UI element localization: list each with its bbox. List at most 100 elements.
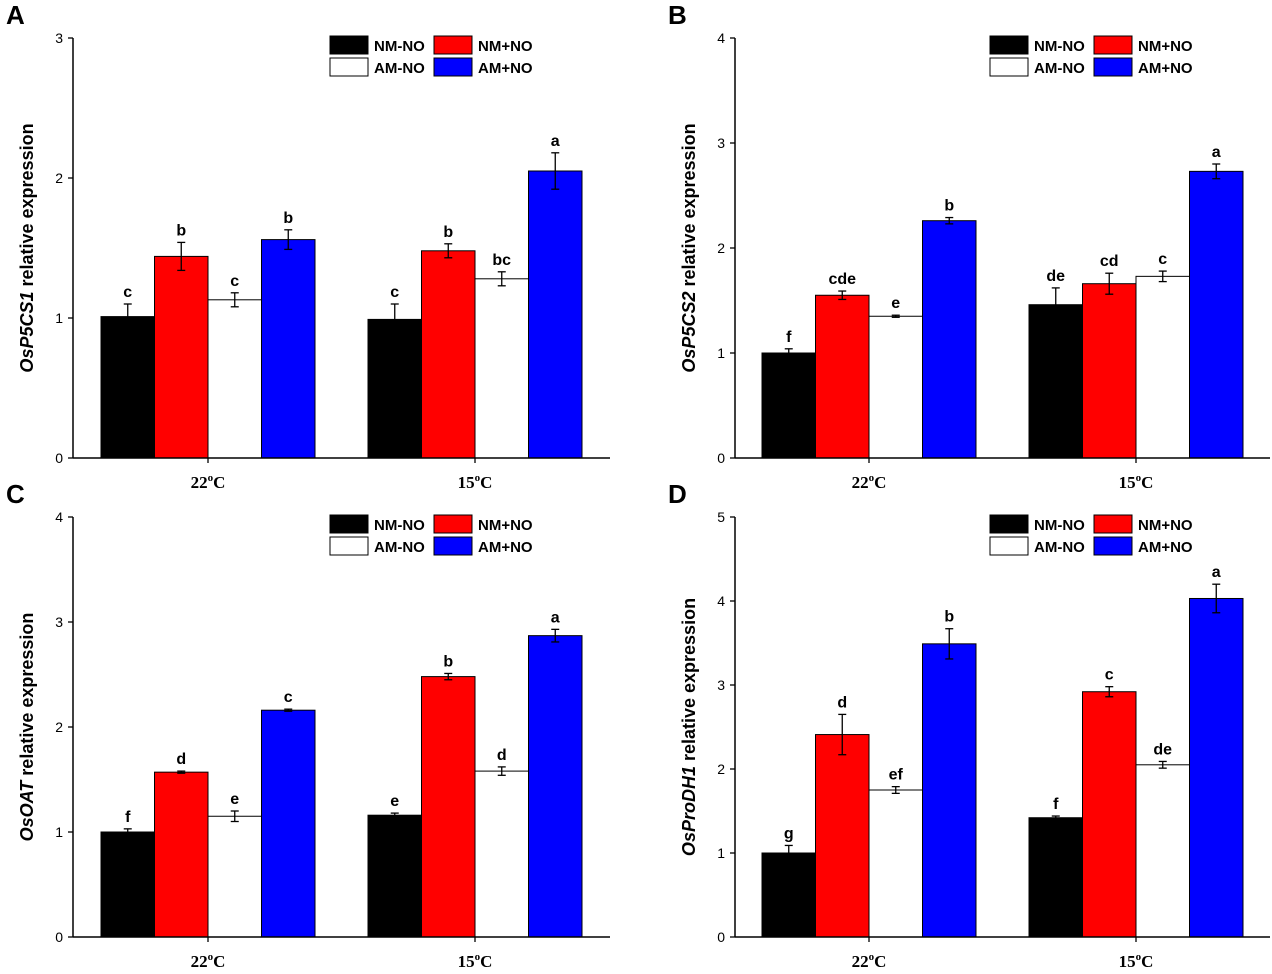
y-tick-label: 2	[55, 719, 63, 735]
legend-label-AM+NO: AM+NO	[1138, 539, 1193, 556]
bar-NM+NO-15	[421, 250, 476, 459]
legend-swatch-AM+NO	[1093, 536, 1133, 556]
bar-AM+NO-15	[528, 635, 583, 938]
y-axis-label-suffix: relative expression	[17, 613, 37, 781]
panel-C: C OsOAT relative expression f e d b e d c a 0 1 2 3 4 2…	[6, 479, 610, 971]
legend-swatch-NM-NO	[329, 35, 369, 55]
legend-label-NM+NO: NM+NO	[478, 38, 533, 55]
error-bar	[177, 770, 186, 774]
y-tick-label: 0	[717, 929, 725, 945]
category-base: 15	[1119, 473, 1136, 492]
error-bar	[123, 303, 132, 330]
legend-swatch-NM+NO	[433, 514, 473, 534]
gene-name: OsP5CS1	[17, 292, 37, 373]
legend-swatch-AM-NO	[989, 57, 1029, 77]
legend-swatch-AM+NO	[1093, 57, 1133, 77]
significance-letter: c	[1158, 251, 1167, 268]
significance-letter: c	[390, 284, 399, 301]
bar-AM-NO-22	[868, 315, 923, 459]
legend-label-AM-NO: AM-NO	[1034, 60, 1085, 77]
error-bar	[230, 810, 239, 823]
significance-letter: e	[390, 793, 399, 810]
legend: NM-NO NM+NO AM-NO AM+NO	[329, 514, 533, 556]
error-bar	[1212, 583, 1221, 614]
significance-letter: a	[551, 133, 560, 150]
legend-swatch-NM+NO	[1093, 514, 1133, 534]
bar-NM-NO-15	[1028, 304, 1083, 459]
y-axis-label-suffix: relative expression	[679, 123, 699, 291]
legend-swatch-AM-NO	[329, 536, 369, 556]
category-sup: o	[475, 472, 481, 484]
category-unit: C	[874, 473, 886, 492]
bar-NM-NO-22	[761, 852, 816, 938]
legend-swatch-AM-NO	[329, 57, 369, 77]
error-bar	[551, 628, 560, 643]
bar-NM+NO-22	[154, 771, 209, 938]
significance-letter: e	[891, 295, 900, 312]
panel-letter: B	[668, 0, 687, 30]
category-base: 15	[458, 473, 475, 492]
legend-label-NM-NO: NM-NO	[374, 38, 425, 55]
significance-letter: c	[123, 284, 132, 301]
x-tick-label: 15oC	[1119, 472, 1154, 492]
significance-letter: a	[1212, 564, 1221, 581]
y-tick-label: 0	[55, 929, 63, 945]
category-base: 22	[852, 952, 869, 971]
legend-swatch-NM-NO	[329, 514, 369, 534]
bar-AM+NO-22	[922, 220, 977, 459]
y-tick-label: 1	[717, 345, 725, 361]
bar-NM+NO-22	[815, 294, 870, 459]
significance-letter: f	[125, 809, 131, 826]
significance-letter: c	[1105, 667, 1114, 684]
category-sup: o	[869, 472, 875, 484]
category-sup: o	[1136, 951, 1142, 963]
significance-letter: de	[1153, 741, 1172, 758]
significance-letter: cd	[1100, 253, 1119, 270]
bar-AM-NO-22	[207, 299, 262, 459]
x-tick-label: 15oC	[1119, 951, 1154, 971]
category-base: 22	[191, 952, 208, 971]
error-bar	[838, 290, 847, 301]
legend-swatch-AM+NO	[433, 57, 473, 77]
error-bar	[1105, 272, 1114, 295]
significance-letter: d	[837, 694, 847, 711]
legend-label-AM+NO: AM+NO	[478, 539, 533, 556]
significance-letter: b	[944, 198, 954, 215]
legend-label-AM+NO: AM+NO	[478, 60, 533, 77]
error-bar	[284, 708, 293, 712]
bar-AM-NO-22	[207, 815, 262, 938]
category-base: 15	[458, 952, 475, 971]
y-axis-label-suffix: relative expression	[679, 598, 699, 766]
error-bar	[230, 292, 239, 308]
gene-name: OsP5CS2	[679, 292, 699, 373]
legend: NM-NO NM+NO AM-NO AM+NO	[989, 514, 1193, 556]
significance-letter: b	[443, 653, 453, 670]
y-tick-label: 3	[55, 30, 63, 46]
significance-letter: c	[230, 273, 239, 290]
significance-letter: a	[1212, 144, 1221, 161]
bar-AM-NO-15	[474, 770, 529, 938]
bar-AM+NO-22	[922, 643, 977, 938]
y-tick-label: 3	[55, 614, 63, 630]
significance-letter: ef	[889, 767, 904, 784]
error-bar	[497, 271, 506, 287]
y-tick-label: 5	[717, 509, 725, 525]
y-axis-label-suffix: relative expression	[17, 123, 37, 291]
y-tick-label: 2	[55, 170, 63, 186]
category-base: 22	[191, 473, 208, 492]
error-bar	[444, 243, 453, 259]
x-tick-label: 22oC	[852, 951, 887, 971]
bar-NM-NO-22	[761, 352, 816, 459]
y-axis-label: OsOAT relative expression	[17, 613, 37, 842]
y-tick-label: 2	[717, 761, 725, 777]
significance-letter: b	[283, 210, 293, 227]
x-tick-label: 15oC	[458, 472, 493, 492]
error-bar	[284, 229, 293, 251]
error-bar	[177, 241, 186, 272]
error-bar	[1158, 270, 1167, 283]
category-unit: C	[1141, 952, 1153, 971]
significance-letter: g	[784, 825, 794, 842]
bar-AM+NO-15	[1189, 170, 1244, 459]
